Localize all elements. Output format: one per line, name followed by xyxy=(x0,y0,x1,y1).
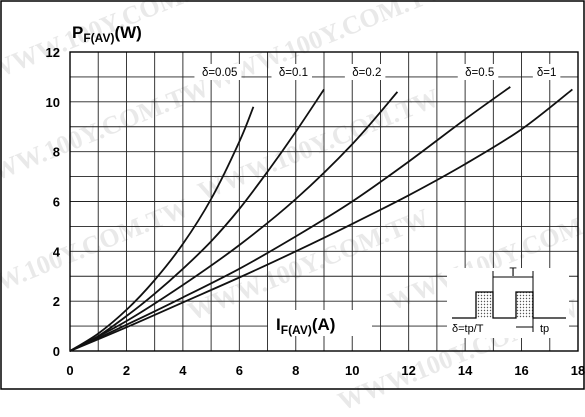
series-label-background xyxy=(344,64,386,80)
pulse-1 xyxy=(476,292,493,318)
y-tick-label: 8 xyxy=(53,145,60,160)
y-tick-label: 12 xyxy=(46,45,60,60)
tick-labels: 0 2 4 6 8 10 12 14 16 18 0 2 4 6 8 10 12 xyxy=(46,45,585,378)
series-label: δ=1 xyxy=(537,67,557,79)
series-label-background xyxy=(532,64,561,80)
y-tick-label: 2 xyxy=(53,294,60,309)
waveform-line xyxy=(452,291,566,319)
x-tick-label: 18 xyxy=(571,363,585,378)
y-tick-label: 4 xyxy=(53,244,61,259)
series-label: δ=0.2 xyxy=(352,67,381,79)
series-label: δ=0.05 xyxy=(202,67,238,79)
y-axis-label: PF(AV)(W) xyxy=(72,23,142,45)
x-axis-label-sub: F(AV) xyxy=(281,323,312,337)
plot-area-border xyxy=(69,51,579,352)
x-axis-label-main: I xyxy=(276,315,281,334)
x-tick-label: 10 xyxy=(345,363,359,378)
series-line xyxy=(69,88,573,352)
chart-frame xyxy=(0,0,585,390)
x-tick-label: 4 xyxy=(179,363,187,378)
series-label-background xyxy=(271,64,312,80)
y-tick-label: 6 xyxy=(53,195,60,210)
series-lines xyxy=(69,86,573,352)
x-axis-label-bg xyxy=(268,310,372,336)
series-label: δ=0.1 xyxy=(279,67,308,79)
x-tick-label: 14 xyxy=(458,363,473,378)
series-label: δ=0.5 xyxy=(465,67,494,79)
series-label-background xyxy=(194,64,242,80)
y-tick-label: 10 xyxy=(46,95,60,110)
series-label-background xyxy=(457,64,499,80)
x-tick-label: 2 xyxy=(123,363,130,378)
x-axis-label-unit: (A) xyxy=(312,315,336,334)
pulse-width-label: tp xyxy=(540,323,549,335)
legend-labels: δ=0.05 δ=0.1 δ=0.2 δ=0.5 δ=1 xyxy=(194,64,561,80)
y-axis-label-sub: F(AV) xyxy=(83,31,114,45)
inset-background xyxy=(447,268,569,338)
x-tick-label: 0 xyxy=(66,363,73,378)
y-axis-label-unit: (W) xyxy=(114,23,141,42)
y-axis-label-main: P xyxy=(72,23,83,42)
series-line xyxy=(69,91,399,352)
y-tick-label: 0 xyxy=(53,344,60,359)
pulse-2 xyxy=(516,292,533,318)
x-tick-label: 12 xyxy=(401,363,415,378)
series-line xyxy=(69,86,511,352)
period-label: T xyxy=(509,265,517,279)
x-tick-label: 6 xyxy=(236,363,243,378)
duty-formula: δ=tp/T xyxy=(452,323,484,335)
series-line xyxy=(69,88,325,352)
series-line xyxy=(69,106,255,352)
x-axis-label: IF(AV)(A) xyxy=(276,315,335,337)
x-tick-label: 8 xyxy=(292,363,299,378)
x-tick-label: 16 xyxy=(514,363,528,378)
duty-cycle-inset: T δ=tp/T tp xyxy=(447,265,569,338)
